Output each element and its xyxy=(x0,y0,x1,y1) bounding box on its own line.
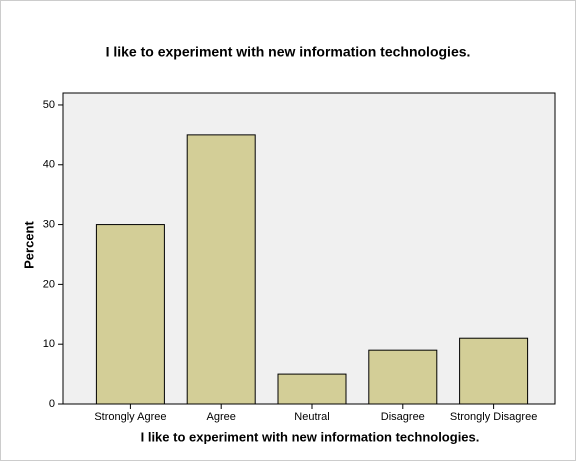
x-axis-label: I like to experiment with new informatio… xyxy=(141,429,480,444)
x-tick-label: Agree xyxy=(207,411,236,423)
bar xyxy=(95,224,165,405)
x-tick-label: Disagree xyxy=(381,411,425,423)
y-axis-label: Percent xyxy=(21,220,36,268)
bar xyxy=(186,134,256,405)
bar xyxy=(459,337,529,405)
y-tick-label: 10 xyxy=(43,338,55,350)
bar xyxy=(277,373,347,405)
x-tick-label: Strongly Agree xyxy=(94,411,166,423)
y-tick-label: 50 xyxy=(43,99,55,111)
y-tick-label: 0 xyxy=(49,398,55,410)
x-tick-label: Neutral xyxy=(294,411,329,423)
x-tick-label: Strongly Disagree xyxy=(450,411,537,423)
y-tick-label: 20 xyxy=(43,278,55,290)
bar xyxy=(368,349,438,405)
y-tick-label: 40 xyxy=(43,159,55,171)
chart-title: I like to experiment with new informatio… xyxy=(106,44,471,60)
y-tick-label: 30 xyxy=(43,218,55,230)
